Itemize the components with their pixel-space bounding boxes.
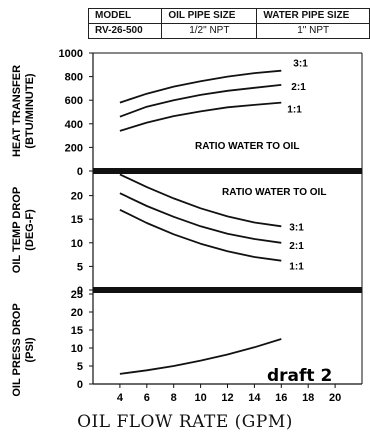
x-tick-label: 14 xyxy=(248,392,261,404)
x-tick-label: 8 xyxy=(171,392,177,404)
series-label: 1:1 xyxy=(289,262,304,273)
x-tick-label: 12 xyxy=(221,392,233,404)
series-label: 3:1 xyxy=(289,222,304,233)
series-line xyxy=(119,338,282,375)
y-tick-label: 25 xyxy=(71,289,83,301)
series-label: 3:1 xyxy=(293,59,308,70)
y-tick-label: 15 xyxy=(71,214,83,226)
x-axis-title: OIL FLOW RATE (GPM) xyxy=(77,412,293,432)
y-axis-title: OIL TEMP DROP(DEG-F) xyxy=(11,187,36,273)
ratio-annotation: RATIO WATER TO OIL xyxy=(195,141,299,152)
x-tick-label: 10 xyxy=(194,392,206,404)
series-label: 1:1 xyxy=(287,105,302,116)
series-line xyxy=(119,173,282,228)
series-line xyxy=(119,208,282,262)
series-line xyxy=(119,84,282,118)
y-tick-label: 5 xyxy=(77,261,83,273)
spec-header-row: MODEL OIL PIPE SIZE WATER PIPE SIZE xyxy=(87,8,370,24)
series-label: 2:1 xyxy=(291,82,306,93)
y-tick-label: 0 xyxy=(77,166,83,178)
y-axis-title: HEAT TRANSFER(BTU/MINUTE) xyxy=(11,65,36,157)
series-line xyxy=(119,101,282,132)
y-tick-label: 1000 xyxy=(59,48,83,60)
y-tick-label: 400 xyxy=(65,119,83,131)
spec-model-value: RV-26-500 xyxy=(87,23,163,39)
series-line xyxy=(119,69,282,104)
y-tick-label: 0 xyxy=(77,379,83,391)
x-tick-label: 4 xyxy=(117,392,124,404)
ratio-annotation: RATIO WATER TO OIL xyxy=(222,187,326,198)
y-tick-label: 0 xyxy=(77,285,83,297)
y-tick-label: 20 xyxy=(71,191,83,203)
y-tick-label: 600 xyxy=(65,95,83,107)
draft-watermark: draft 2 xyxy=(267,366,332,386)
y-tick-label: 5 xyxy=(77,361,83,373)
spec-oil-pipe-value: 1/2" NPT xyxy=(161,23,258,39)
spec-table: MODEL OIL PIPE SIZE WATER PIPE SIZE RV-2… xyxy=(87,8,370,39)
spec-water-pipe-value: 1" NPT xyxy=(256,23,370,39)
y-tick-label: 15 xyxy=(71,325,83,337)
panel-separator xyxy=(93,168,362,174)
x-tick-label: 20 xyxy=(329,392,341,404)
x-tick-label: 6 xyxy=(144,392,150,404)
y-tick-label: 10 xyxy=(71,238,83,250)
series-label: 2:1 xyxy=(289,241,304,252)
y-tick-label: 10 xyxy=(71,343,83,355)
series-line xyxy=(119,192,282,244)
y-axis-title: OIL PRESS DROP(PSI) xyxy=(11,303,36,396)
y-tick-label: 800 xyxy=(65,72,83,84)
y-tick-label: 200 xyxy=(65,142,83,154)
y-tick-label: 20 xyxy=(71,307,83,319)
x-tick-label: 18 xyxy=(302,392,314,404)
x-tick-label: 16 xyxy=(275,392,287,404)
panel-separator xyxy=(93,287,362,293)
spec-value-row: RV-26-500 1/2" NPT 1" NPT xyxy=(87,23,370,39)
